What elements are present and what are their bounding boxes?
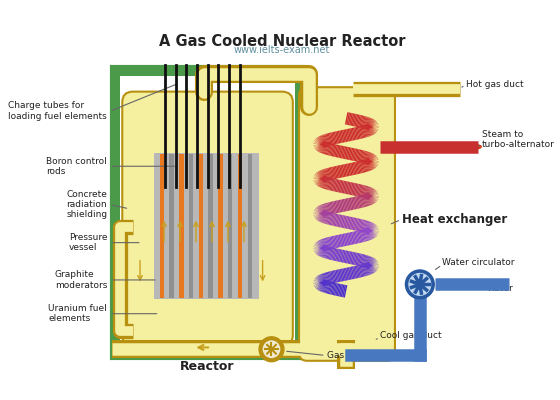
Circle shape: [405, 269, 435, 300]
Bar: [160, 154, 164, 298]
Bar: [228, 154, 232, 298]
FancyBboxPatch shape: [299, 87, 395, 361]
Text: Boron control
rods: Boron control rods: [46, 156, 107, 176]
Bar: [208, 154, 213, 298]
Bar: [179, 154, 184, 298]
Text: Cool gas duct: Cool gas duct: [380, 330, 441, 340]
Bar: [238, 154, 242, 298]
Text: Reactor: Reactor: [179, 360, 234, 374]
Bar: [199, 154, 203, 298]
Text: Heat exchanger: Heat exchanger: [402, 213, 507, 226]
Bar: [218, 154, 223, 298]
Circle shape: [408, 273, 431, 296]
Bar: [189, 154, 193, 298]
Text: Gas blower: Gas blower: [326, 351, 377, 360]
Bar: [169, 154, 174, 298]
Circle shape: [263, 340, 281, 358]
Text: A Gas Cooled Nuclear Reactor: A Gas Cooled Nuclear Reactor: [159, 34, 405, 49]
Bar: [248, 154, 252, 298]
Bar: [154, 153, 259, 300]
Text: Uranium fuel
elements: Uranium fuel elements: [48, 304, 107, 323]
Text: www.ielts-exam.net: www.ielts-exam.net: [234, 46, 330, 56]
Text: Concrete
radiation
shielding: Concrete radiation shielding: [66, 190, 107, 219]
FancyBboxPatch shape: [120, 76, 295, 351]
Text: Water circulator: Water circulator: [442, 258, 515, 267]
Text: Graphite
moderators: Graphite moderators: [55, 270, 107, 290]
Text: Pressure
vessel: Pressure vessel: [69, 233, 107, 252]
Text: Charge tubes for
loading fuel elements: Charge tubes for loading fuel elements: [8, 102, 107, 121]
FancyBboxPatch shape: [122, 92, 293, 346]
FancyBboxPatch shape: [111, 67, 302, 358]
Circle shape: [259, 337, 284, 362]
Text: Hot gas duct: Hot gas duct: [466, 80, 524, 89]
Text: Water: Water: [487, 284, 513, 293]
Text: Steam to
turbo-alternator: Steam to turbo-alternator: [482, 130, 555, 149]
